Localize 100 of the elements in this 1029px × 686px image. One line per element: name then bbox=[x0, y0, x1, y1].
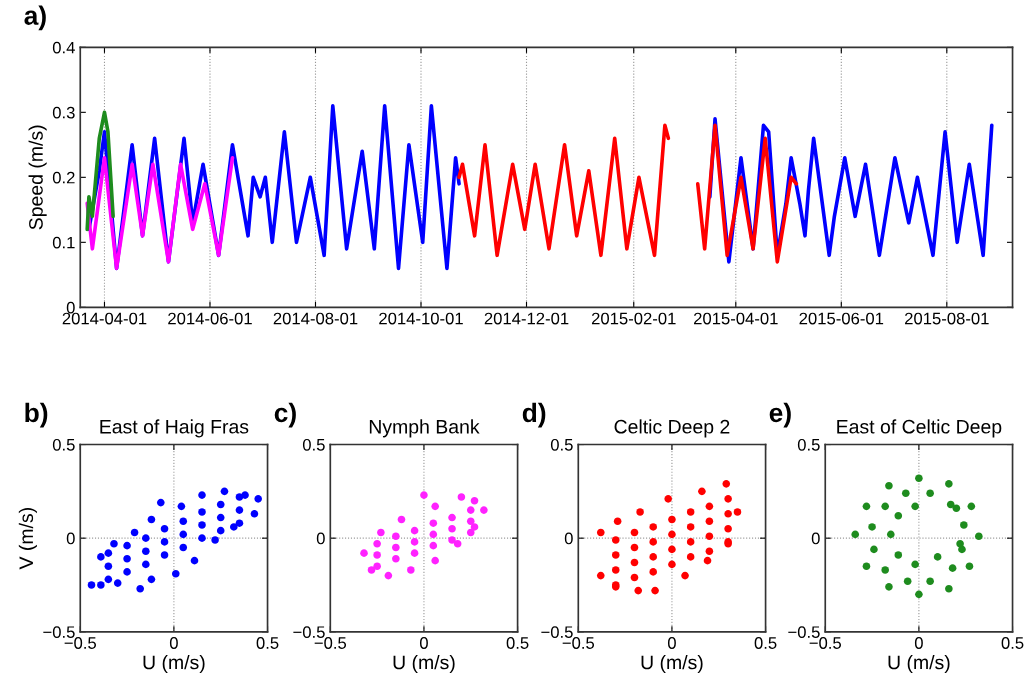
point bbox=[142, 547, 150, 556]
point bbox=[407, 566, 415, 574]
point bbox=[198, 491, 206, 499]
y-tick-label: −0.5 bbox=[43, 626, 75, 639]
point bbox=[470, 496, 479, 505]
point bbox=[384, 571, 393, 580]
point bbox=[216, 500, 225, 509]
point bbox=[596, 528, 605, 537]
text: e) bbox=[769, 402, 791, 428]
point bbox=[887, 530, 895, 539]
point bbox=[630, 528, 639, 537]
x-tick-label: 0 bbox=[667, 637, 676, 649]
chart-title: Nymph Bank bbox=[369, 419, 480, 438]
point bbox=[881, 502, 889, 511]
point bbox=[705, 547, 714, 556]
point bbox=[901, 489, 910, 498]
point bbox=[649, 538, 658, 546]
point bbox=[945, 480, 953, 488]
x-tick-label: 2015-02-01 bbox=[591, 312, 676, 325]
point bbox=[724, 525, 732, 533]
point bbox=[216, 513, 225, 522]
x-tick-label: 2014-06-01 bbox=[168, 312, 252, 325]
point bbox=[870, 545, 878, 554]
point bbox=[946, 500, 955, 509]
point bbox=[448, 525, 456, 533]
x-tick-label: 0.5 bbox=[256, 637, 279, 649]
point bbox=[367, 566, 376, 574]
point bbox=[410, 526, 419, 535]
point bbox=[668, 545, 676, 554]
point bbox=[397, 515, 406, 524]
chart-title: East of Haig Fras bbox=[100, 419, 249, 438]
point bbox=[945, 584, 953, 593]
point bbox=[123, 554, 131, 563]
point bbox=[410, 549, 419, 557]
x-tick-label: 0 bbox=[914, 637, 923, 649]
y-tick-label: −0.5 bbox=[541, 626, 573, 639]
y-tick-label: 0.1 bbox=[52, 236, 75, 249]
point bbox=[630, 573, 639, 582]
point bbox=[885, 583, 893, 591]
y-axis-title: Speed (m/s) bbox=[28, 125, 47, 230]
point bbox=[130, 528, 139, 537]
point bbox=[686, 538, 695, 546]
point bbox=[453, 539, 462, 548]
point bbox=[448, 536, 456, 544]
y-tick-label: 0.5 bbox=[52, 438, 75, 451]
point bbox=[104, 562, 113, 571]
point bbox=[668, 530, 676, 539]
point bbox=[630, 543, 639, 552]
point bbox=[705, 502, 714, 511]
x-tick-label: 2015-04-01 bbox=[694, 312, 778, 325]
text: d) bbox=[522, 402, 546, 428]
point bbox=[160, 525, 169, 533]
chart-title: East of Celtic Deep bbox=[837, 419, 1002, 438]
point bbox=[171, 569, 180, 578]
point bbox=[668, 560, 676, 569]
point bbox=[664, 495, 672, 503]
x-tick-label: −0.5 bbox=[562, 637, 595, 649]
point bbox=[611, 536, 620, 544]
point bbox=[915, 590, 923, 599]
point bbox=[104, 575, 113, 584]
x-tick-label: 0.5 bbox=[1001, 637, 1024, 649]
point bbox=[948, 564, 957, 572]
point bbox=[851, 530, 860, 539]
point bbox=[156, 498, 165, 507]
point bbox=[636, 508, 644, 516]
point bbox=[410, 538, 419, 546]
point bbox=[952, 504, 961, 513]
point bbox=[885, 481, 893, 490]
point bbox=[113, 579, 122, 587]
point bbox=[429, 541, 438, 550]
point bbox=[967, 502, 976, 511]
point bbox=[681, 571, 689, 580]
point bbox=[634, 586, 643, 595]
point bbox=[250, 510, 259, 518]
point bbox=[211, 536, 219, 544]
y-tick-label: 0 bbox=[66, 532, 75, 545]
point bbox=[142, 560, 150, 569]
point bbox=[596, 571, 605, 580]
point bbox=[611, 566, 620, 574]
y-tick-label: 0.5 bbox=[302, 438, 325, 451]
point bbox=[235, 493, 244, 501]
point bbox=[97, 553, 105, 561]
point bbox=[862, 502, 871, 511]
x-tick-label: 0 bbox=[419, 637, 428, 649]
point bbox=[190, 556, 199, 565]
x-tick-label: 0.5 bbox=[754, 637, 777, 649]
point bbox=[429, 519, 438, 527]
point bbox=[613, 517, 622, 526]
point bbox=[160, 538, 169, 546]
x-tick-label: 2014-10-01 bbox=[379, 312, 463, 325]
y-tick-label: 0.5 bbox=[797, 438, 820, 451]
point bbox=[360, 549, 368, 557]
point bbox=[373, 562, 381, 571]
y-axis-title: V (m/s) bbox=[18, 508, 37, 570]
x-tick-label: 2014-08-01 bbox=[273, 312, 358, 325]
point bbox=[480, 506, 488, 514]
point bbox=[177, 502, 186, 511]
point bbox=[686, 553, 695, 561]
point bbox=[466, 506, 475, 514]
x-axis-title: U (m/s) bbox=[641, 654, 703, 674]
